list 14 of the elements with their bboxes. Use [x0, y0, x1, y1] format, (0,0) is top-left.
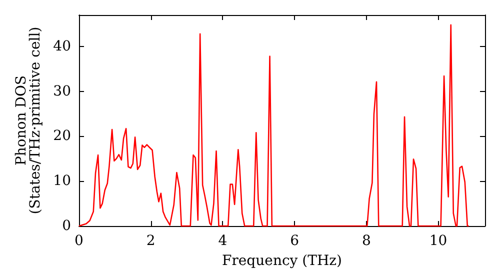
x-tick-label: 2	[146, 233, 156, 249]
line-series	[78, 24, 470, 227]
y-tick-label: 0	[62, 218, 71, 234]
x-tick-label: 6	[290, 233, 300, 249]
x-tick-label: 4	[218, 233, 228, 249]
y-tick-label: 10	[53, 173, 71, 190]
y-tick-label: 30	[53, 83, 71, 100]
y-axis-title: Phonon DOS (States/THz·primitive cell)	[13, 26, 44, 214]
x-tick-label: 0	[74, 233, 84, 249]
x-axis-title: Frequency (THz)	[222, 253, 342, 269]
y-tick-label: 40	[53, 38, 71, 54]
x-tick-label: 10	[429, 233, 448, 249]
x-tick-label: 8	[362, 233, 371, 249]
y-tick-label: 20	[53, 128, 71, 144]
